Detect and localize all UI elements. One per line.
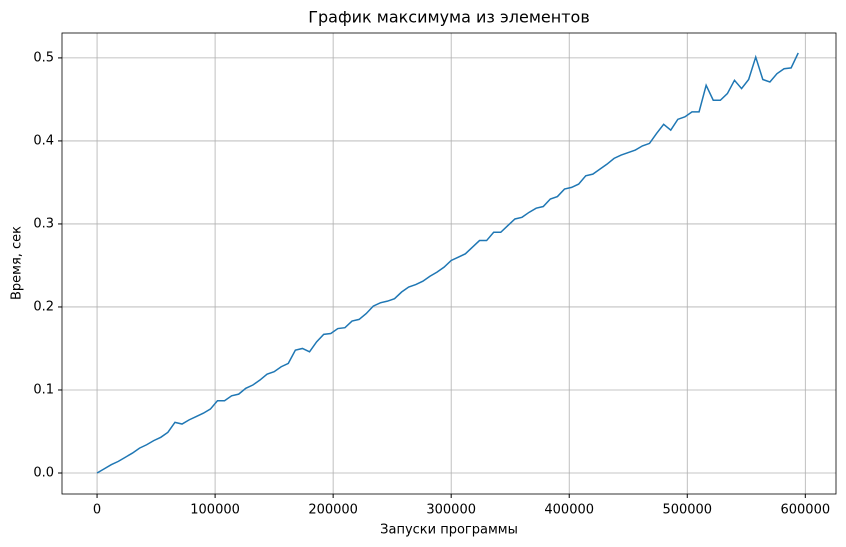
chart-title: График максимума из элементов (308, 8, 590, 27)
y-tick-label: 0.1 (33, 382, 54, 397)
y-tick-label: 0.0 (33, 465, 54, 480)
y-axis-label: Время, сек (10, 226, 25, 300)
plot-frame (61, 32, 837, 495)
y-tick-label: 0.2 (33, 299, 54, 314)
line-series (96, 52, 799, 474)
x-tick-label: 200000 (308, 503, 358, 518)
y-tick-label: 0.3 (33, 216, 54, 231)
x-tick-label: 100000 (190, 503, 240, 518)
x-tick-label: 600000 (780, 503, 830, 518)
y-tick-label: 0.4 (33, 133, 54, 148)
y-tick-label: 0.5 (33, 50, 54, 65)
x-tick-label: 500000 (662, 503, 712, 518)
x-tick-label: 0 (93, 503, 101, 518)
x-axis-label: Запуски программы (380, 523, 518, 538)
x-tick-label: 300000 (426, 503, 476, 518)
x-tick-label: 400000 (544, 503, 594, 518)
